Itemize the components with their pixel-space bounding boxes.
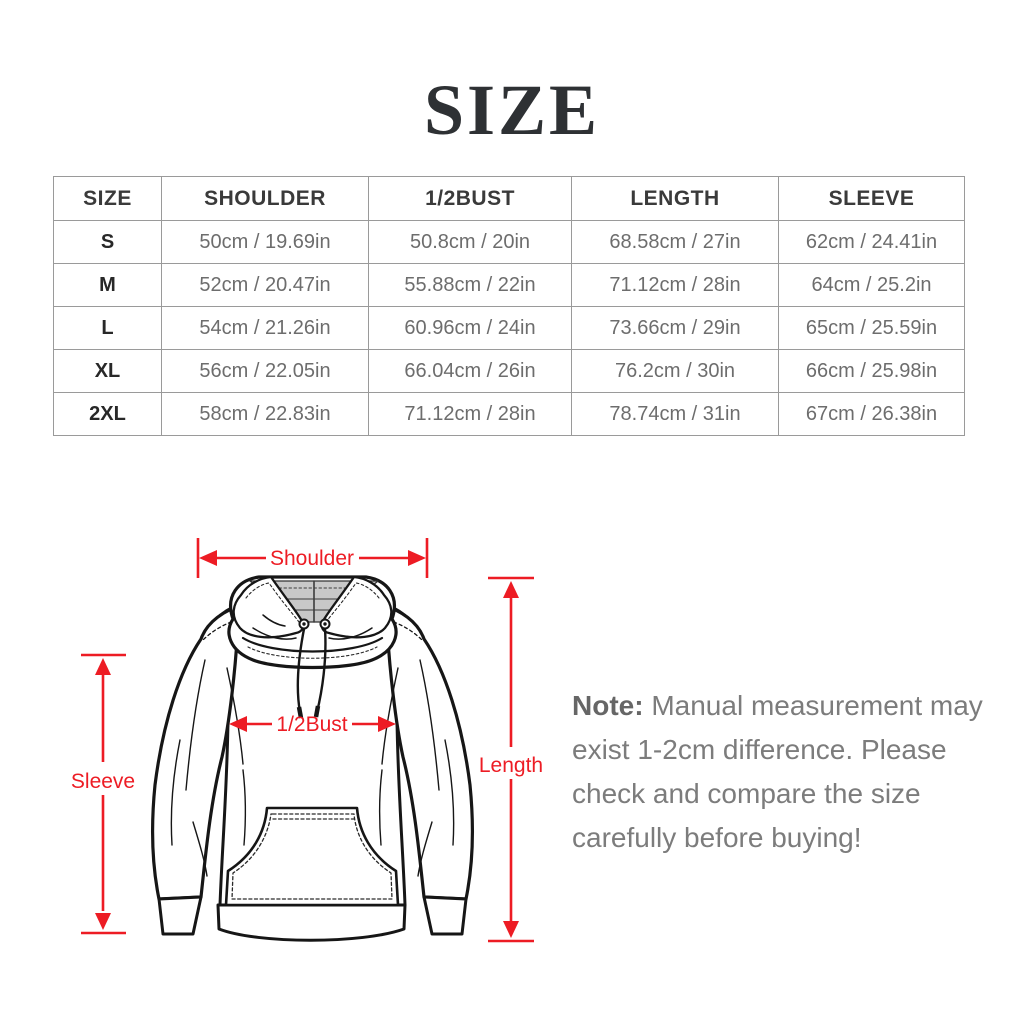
length-dimension: Length bbox=[479, 576, 543, 943]
cell-shoulder: 50cm / 19.69in bbox=[161, 220, 369, 264]
length-dimension-label: Length bbox=[479, 754, 543, 777]
hoodie-pocket bbox=[224, 806, 400, 907]
bust-dimension: 1/2Bust bbox=[229, 713, 396, 736]
hoodie-hood bbox=[227, 575, 398, 670]
sleeve-dimension-label: Sleeve bbox=[71, 770, 135, 793]
hood-creases bbox=[252, 614, 373, 640]
hoodie-right-cuff bbox=[422, 895, 468, 936]
cell-length: 71.12cm / 28in bbox=[571, 263, 779, 307]
cell-sleeve: 62cm / 24.41in bbox=[778, 220, 965, 264]
hoodie-left-sleeve bbox=[151, 602, 247, 901]
sleeve-dimension: Sleeve bbox=[71, 653, 135, 935]
bust-dimension-label: 1/2Bust bbox=[276, 713, 347, 736]
cell-bust: 66.04cm / 26in bbox=[368, 349, 572, 393]
note-text: Manual measurement may exist 1-2cm diffe… bbox=[572, 690, 983, 853]
cell-size: S bbox=[53, 220, 162, 264]
table-row: M 52cm / 20.47in 55.88cm / 22in 71.12cm … bbox=[53, 263, 965, 307]
cell-bust: 71.12cm / 28in bbox=[368, 392, 572, 436]
hood-stitching bbox=[245, 582, 380, 659]
fold-lines bbox=[170, 659, 455, 877]
table-row: 2XL 58cm / 22.83in 71.12cm / 28in 78.74c… bbox=[53, 392, 965, 436]
cell-size: 2XL bbox=[53, 392, 162, 436]
header-length: LENGTH bbox=[571, 176, 779, 221]
cell-sleeve: 66cm / 25.98in bbox=[778, 349, 965, 393]
note-label: Note: bbox=[572, 690, 644, 721]
header-sleeve: SLEEVE bbox=[778, 176, 965, 221]
table-header-row: SIZE SHOULDER 1/2BUST LENGTH SLEEVE bbox=[53, 176, 965, 221]
hoodie-left-cuff bbox=[157, 895, 203, 936]
dimension-annotations: Shoulder 1/2Bust Length Sleeve bbox=[71, 538, 543, 943]
hoodie-hem bbox=[216, 903, 407, 942]
size-table: SIZE SHOULDER 1/2BUST LENGTH SLEEVE S 50… bbox=[53, 176, 965, 436]
table-row: XL 56cm / 22.05in 66.04cm / 26in 76.2cm … bbox=[53, 349, 965, 393]
table-row: S 50cm / 19.69in 50.8cm / 20in 68.58cm /… bbox=[53, 220, 965, 264]
cell-length: 76.2cm / 30in bbox=[571, 349, 779, 393]
cell-shoulder: 56cm / 22.05in bbox=[161, 349, 369, 393]
cell-sleeve: 67cm / 26.38in bbox=[778, 392, 965, 436]
cell-bust: 50.8cm / 20in bbox=[368, 220, 572, 264]
cell-sleeve: 64cm / 25.2in bbox=[778, 263, 965, 307]
hoodie-measurement-diagram: Shoulder 1/2Bust Length Sleeve bbox=[71, 538, 543, 943]
pocket-stitching bbox=[231, 813, 393, 900]
table-row: L 54cm / 21.26in 60.96cm / 24in 73.66cm … bbox=[53, 306, 965, 350]
header-size: SIZE bbox=[53, 176, 162, 221]
page-title: SIZE bbox=[423, 70, 601, 150]
cell-length: 68.58cm / 27in bbox=[571, 220, 779, 264]
hoodie-right-sleeve bbox=[378, 602, 474, 901]
cell-length: 73.66cm / 29in bbox=[571, 306, 779, 350]
cell-shoulder: 58cm / 22.83in bbox=[161, 392, 369, 436]
cell-length: 78.74cm / 31in bbox=[571, 392, 779, 436]
hood-collar-edge bbox=[241, 636, 384, 653]
note: Note: Manual measurement may exist 1-2cm… bbox=[572, 684, 988, 860]
hoodie-drawing bbox=[151, 575, 474, 942]
cell-bust: 60.96cm / 24in bbox=[368, 306, 572, 350]
drawstrings bbox=[296, 627, 327, 719]
cell-shoulder: 52cm / 20.47in bbox=[161, 263, 369, 307]
header-shoulder: SHOULDER bbox=[161, 176, 369, 221]
cell-sleeve: 65cm / 25.59in bbox=[778, 306, 965, 350]
cell-bust: 55.88cm / 22in bbox=[368, 263, 572, 307]
shoulder-dimension: Shoulder bbox=[196, 538, 429, 578]
cell-size: XL bbox=[53, 349, 162, 393]
shoulder-dimension-label: Shoulder bbox=[270, 547, 354, 570]
cell-size: M bbox=[53, 263, 162, 307]
cell-size: L bbox=[53, 306, 162, 350]
cell-shoulder: 54cm / 21.26in bbox=[161, 306, 369, 350]
header-bust: 1/2BUST bbox=[368, 176, 572, 221]
